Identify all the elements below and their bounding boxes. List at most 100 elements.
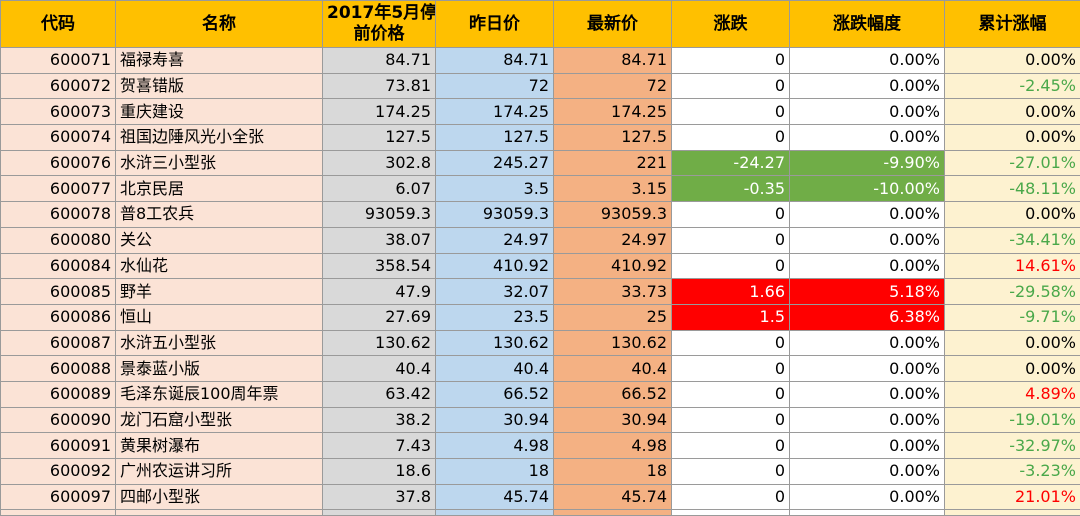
cell-yesterday-price[interactable]: 24.97 bbox=[436, 227, 554, 253]
cell-change[interactable]: 0 bbox=[672, 330, 790, 356]
cell-code[interactable]: 600090 bbox=[1, 407, 116, 433]
cell-yesterday-price[interactable]: 3.5 bbox=[436, 176, 554, 202]
cell-latest-price[interactable]: 4.98 bbox=[554, 433, 672, 459]
cell-change[interactable]: 1.5 bbox=[672, 304, 790, 330]
cell-latest-price[interactable]: 84.71 bbox=[554, 48, 672, 74]
cell-code[interactable]: 600072 bbox=[1, 73, 116, 99]
cell-latest-price[interactable]: 45.74 bbox=[554, 484, 672, 510]
cell-yesterday-price[interactable]: 4.98 bbox=[436, 433, 554, 459]
cell-name[interactable]: 黄果树瀑布 bbox=[116, 433, 323, 459]
cell-cumulative[interactable]: 0.00% bbox=[945, 48, 1080, 74]
cell-prev-price[interactable]: 6.07 bbox=[323, 176, 436, 202]
cell-name[interactable]: 龙门石窟小型张 bbox=[116, 407, 323, 433]
cell-change[interactable]: 0 bbox=[672, 433, 790, 459]
cell-latest-price[interactable]: 93059.3 bbox=[554, 202, 672, 228]
cell-name[interactable]: 景泰蓝小版 bbox=[116, 356, 323, 382]
header-change-pct[interactable]: 涨跌幅度 bbox=[790, 1, 945, 48]
cell-prev-price[interactable]: 38.07 bbox=[323, 227, 436, 253]
cell-prev-price[interactable]: 47.9 bbox=[323, 279, 436, 305]
cell-cumulative[interactable]: 0.00% bbox=[945, 125, 1080, 151]
cell-latest-price[interactable]: 40.4 bbox=[554, 356, 672, 382]
cell-latest-price[interactable]: 130.62 bbox=[554, 330, 672, 356]
cell-cumulative[interactable]: 14.61% bbox=[945, 253, 1080, 279]
cell-name[interactable]: 贺喜错版 bbox=[116, 73, 323, 99]
cell-code[interactable]: 600089 bbox=[1, 381, 116, 407]
cell-yesterday-price[interactable]: 18 bbox=[436, 459, 554, 485]
cell-cumulative[interactable]: -29.58% bbox=[945, 279, 1080, 305]
cell-change[interactable]: 0 bbox=[672, 253, 790, 279]
cell-prev-price[interactable]: 18.6 bbox=[323, 459, 436, 485]
cell-change[interactable]: 0 bbox=[672, 381, 790, 407]
cell-latest-price[interactable]: 3.15 bbox=[554, 176, 672, 202]
cell-latest-price[interactable]: 18 bbox=[554, 459, 672, 485]
cell-latest-price[interactable]: 25 bbox=[554, 304, 672, 330]
cell-change[interactable]: 0 bbox=[672, 459, 790, 485]
cell-change-pct[interactable]: 0.00% bbox=[790, 459, 945, 485]
cell-cumulative[interactable]: 21.01% bbox=[945, 484, 1080, 510]
cell-prev-price[interactable]: 302.8 bbox=[323, 150, 436, 176]
cell-latest-price[interactable]: 127.5 bbox=[554, 125, 672, 151]
cell-change[interactable]: 0 bbox=[672, 227, 790, 253]
cell-prev-price[interactable]: 63.42 bbox=[323, 381, 436, 407]
cell-latest-price[interactable]: 33.73 bbox=[554, 279, 672, 305]
cell-yesterday-price[interactable]: 127.5 bbox=[436, 125, 554, 151]
cell-yesterday-price[interactable]: 174.25 bbox=[436, 99, 554, 125]
cell-code[interactable]: 600084 bbox=[1, 253, 116, 279]
cell-cumulative[interactable]: -19.01% bbox=[945, 407, 1080, 433]
cell-yesterday-price[interactable]: 30.94 bbox=[436, 407, 554, 433]
cell-prev-price[interactable]: 40.4 bbox=[323, 356, 436, 382]
cell-prev-price[interactable]: 93059.3 bbox=[323, 202, 436, 228]
header-latest[interactable]: 最新价 bbox=[554, 1, 672, 48]
cell-change-pct[interactable]: 6.38% bbox=[790, 304, 945, 330]
cell-change[interactable]: -24.27 bbox=[672, 150, 790, 176]
cell-code[interactable]: 600092 bbox=[1, 459, 116, 485]
cell-change[interactable]: 0 bbox=[672, 407, 790, 433]
cell-latest-price[interactable]: 174.25 bbox=[554, 99, 672, 125]
cell-cumulative[interactable]: -32.97% bbox=[945, 433, 1080, 459]
cell-change[interactable]: 0 bbox=[672, 73, 790, 99]
cell-yesterday-price[interactable]: 32.07 bbox=[436, 279, 554, 305]
cell-name[interactable]: 水浒五小型张 bbox=[116, 330, 323, 356]
cell-prev-price[interactable]: 7.43 bbox=[323, 433, 436, 459]
cell-change-pct[interactable]: 0.00% bbox=[790, 330, 945, 356]
cell-latest-price[interactable]: 30.94 bbox=[554, 407, 672, 433]
cell-code[interactable]: 600074 bbox=[1, 125, 116, 151]
cell-cumulative[interactable]: -27.01% bbox=[945, 150, 1080, 176]
cell-change[interactable]: 0 bbox=[672, 202, 790, 228]
cell-change[interactable]: 0 bbox=[672, 484, 790, 510]
cell-prev-price[interactable]: 38.2 bbox=[323, 407, 436, 433]
cell-change-pct[interactable]: -10.00% bbox=[790, 176, 945, 202]
cell-change-pct[interactable]: 0.00% bbox=[790, 381, 945, 407]
cell-change[interactable]: -0.35 bbox=[672, 176, 790, 202]
cell-name[interactable]: 祖国边陲风光小全张 bbox=[116, 125, 323, 151]
cell-cumulative[interactable]: 4.89% bbox=[945, 381, 1080, 407]
cell-change-pct[interactable]: 0.00% bbox=[790, 48, 945, 74]
cell-code[interactable]: 600097 bbox=[1, 484, 116, 510]
cell-code[interactable]: 600088 bbox=[1, 356, 116, 382]
cell-cumulative[interactable]: -9.71% bbox=[945, 304, 1080, 330]
cell-yesterday-price[interactable]: 72 bbox=[436, 73, 554, 99]
cell-yesterday-price[interactable]: 23.5 bbox=[436, 304, 554, 330]
cell-name[interactable]: 北京民居 bbox=[116, 176, 323, 202]
cell-code[interactable]: 600086 bbox=[1, 304, 116, 330]
header-code[interactable]: 代码 bbox=[1, 1, 116, 48]
cell-code[interactable]: 600077 bbox=[1, 176, 116, 202]
cell-name[interactable]: 福禄寿喜 bbox=[116, 48, 323, 74]
cell-latest-price[interactable]: 24.97 bbox=[554, 227, 672, 253]
cell-name[interactable]: 四邮小型张 bbox=[116, 484, 323, 510]
cell-change[interactable]: 0 bbox=[672, 356, 790, 382]
cell-prev-price[interactable]: 127.5 bbox=[323, 125, 436, 151]
cell-cumulative[interactable]: -48.11% bbox=[945, 176, 1080, 202]
cell-cumulative[interactable]: -34.41% bbox=[945, 227, 1080, 253]
cell-change-pct[interactable]: 0.00% bbox=[790, 125, 945, 151]
cell-name[interactable]: 毛泽东诞辰100周年票 bbox=[116, 381, 323, 407]
cell-change-pct[interactable]: 0.00% bbox=[790, 73, 945, 99]
cell-name[interactable]: 普8工农兵 bbox=[116, 202, 323, 228]
header-name[interactable]: 名称 bbox=[116, 1, 323, 48]
cell-code[interactable]: 600080 bbox=[1, 227, 116, 253]
cell-prev-price[interactable]: 84.71 bbox=[323, 48, 436, 74]
cell-latest-price[interactable]: 410.92 bbox=[554, 253, 672, 279]
cell-yesterday-price[interactable]: 93059.3 bbox=[436, 202, 554, 228]
cell-latest-price[interactable]: 72 bbox=[554, 73, 672, 99]
cell-name[interactable]: 重庆建设 bbox=[116, 99, 323, 125]
